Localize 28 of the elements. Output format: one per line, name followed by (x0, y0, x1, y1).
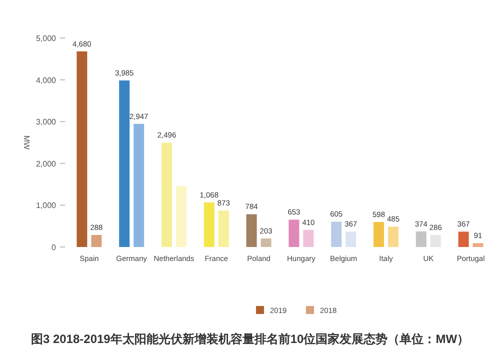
bar (346, 232, 356, 247)
caption: 图3 2018-2019年太阳能光伏新增装机容量排名前10位国家发展态势（单位：MW） (30, 332, 470, 346)
bar (416, 231, 426, 247)
bar (374, 222, 384, 247)
y-tick-label: 0 (52, 243, 57, 252)
bar (246, 214, 257, 247)
y-tick-label: 5,000 (36, 34, 57, 43)
y-tick-label: 1,000 (36, 201, 57, 210)
bar (204, 202, 214, 247)
bar (91, 234, 102, 247)
bar (176, 186, 186, 247)
bar (260, 238, 272, 247)
bar (430, 235, 441, 247)
bar (458, 232, 469, 247)
y-tick-label: 4,000 (36, 76, 57, 85)
bar (218, 210, 229, 247)
bar (472, 243, 484, 247)
bar (303, 230, 314, 247)
bar (331, 222, 342, 247)
y-tick-label: 2,000 (36, 159, 57, 168)
bar (119, 80, 130, 247)
bar (134, 124, 144, 247)
y-axis-title: MW (22, 135, 31, 150)
y-tick-label: 3,000 (36, 118, 57, 127)
bar (76, 51, 88, 247)
bar (162, 142, 172, 247)
bar (288, 220, 300, 247)
bar (388, 226, 398, 247)
